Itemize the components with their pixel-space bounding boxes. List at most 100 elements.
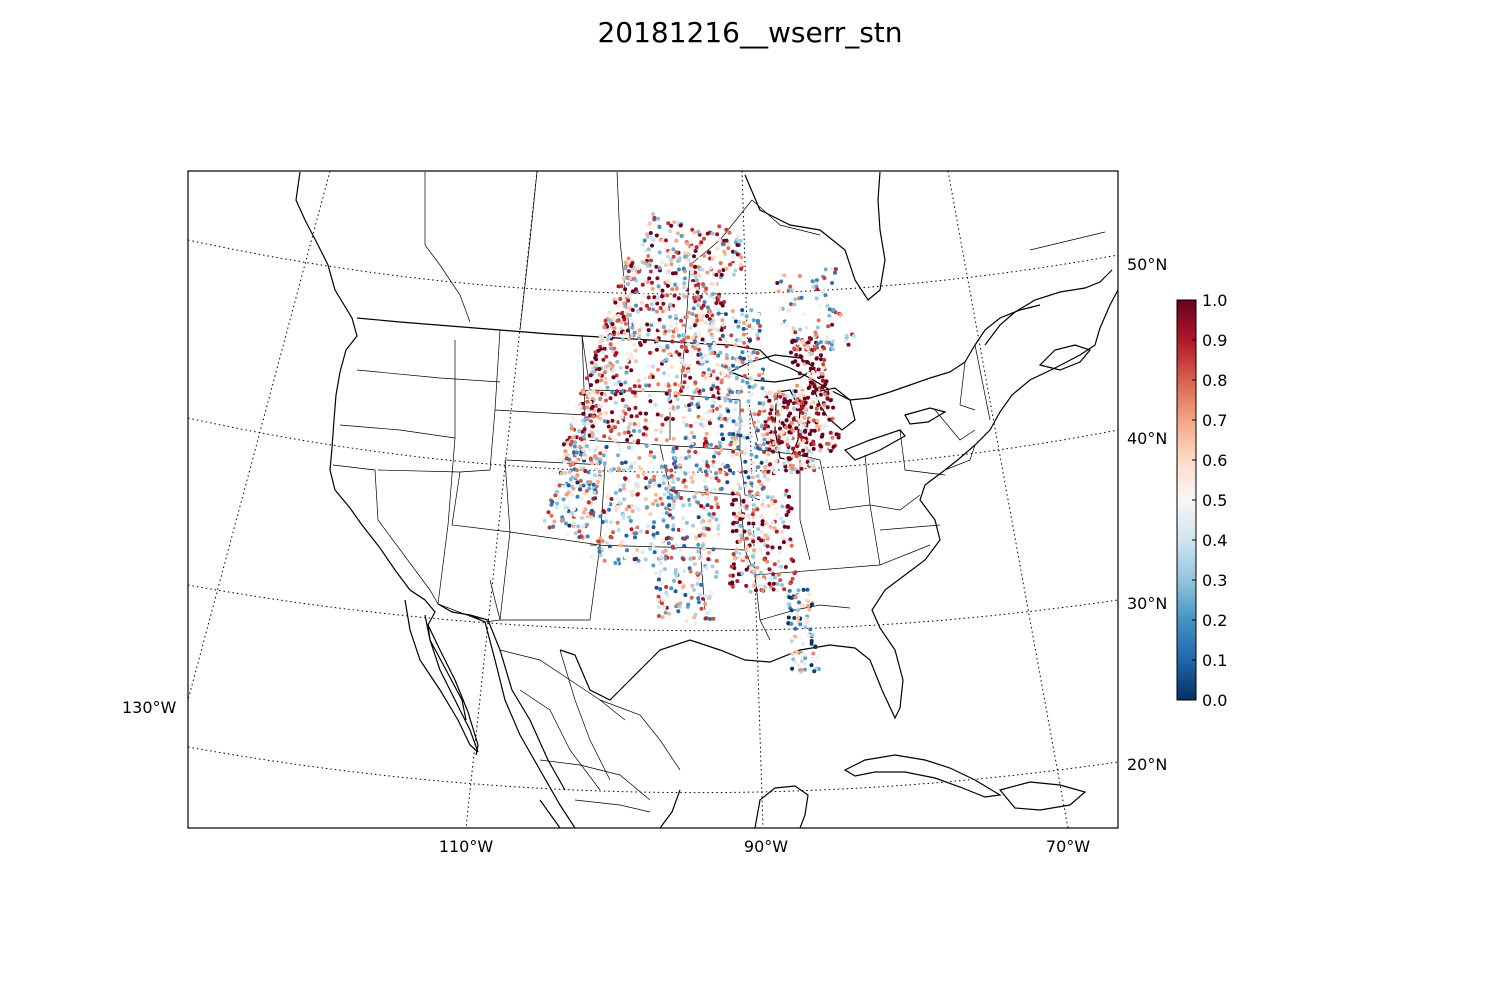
station-point: [760, 588, 765, 593]
station-point: [772, 470, 777, 475]
station-point: [654, 437, 659, 442]
station-point: [637, 384, 642, 389]
station-point: [700, 337, 705, 342]
station-point: [738, 523, 743, 528]
station-point: [770, 497, 774, 502]
station-point: [665, 260, 670, 265]
station-point: [629, 333, 634, 338]
station-point: [754, 454, 759, 459]
station-point: [757, 328, 762, 333]
graticule-lines: [188, 171, 1118, 828]
station-point: [792, 393, 797, 398]
station-point: [808, 351, 813, 356]
station-point: [690, 245, 695, 250]
station-point: [696, 303, 701, 308]
station-point: [644, 383, 649, 388]
station-point: [763, 423, 768, 428]
station-point: [590, 461, 595, 466]
station-point: [569, 511, 574, 516]
station-point: [574, 405, 579, 410]
station-point: [712, 341, 717, 346]
station-point: [765, 440, 770, 445]
station-point: [799, 659, 804, 664]
station-point: [589, 554, 594, 559]
station-point: [827, 340, 831, 345]
station-point: [792, 346, 797, 351]
station-point: [723, 312, 728, 317]
station-point: [649, 478, 653, 483]
station-point: [799, 429, 804, 434]
station-point: [697, 347, 701, 352]
station-point: [645, 530, 650, 535]
station-point: [708, 608, 713, 613]
station-point: [661, 460, 666, 465]
station-point: [803, 406, 808, 411]
station-point: [592, 490, 597, 495]
station-point: [790, 466, 795, 471]
station-point: [565, 532, 570, 536]
station-point: [789, 543, 794, 548]
station-point: [655, 301, 660, 306]
map-area[interactable]: [187, 170, 1119, 829]
station-point: [784, 399, 789, 404]
station-point: [692, 562, 697, 567]
station-point: [767, 390, 772, 395]
station-point: [731, 432, 736, 437]
station-point: [740, 408, 745, 413]
station-point: [811, 442, 816, 447]
station-point: [726, 374, 731, 379]
station-point: [731, 511, 736, 516]
station-point: [617, 442, 621, 447]
station-point: [659, 413, 664, 418]
station-point: [696, 576, 701, 581]
us-canada-border: [356, 304, 1041, 401]
station-point: [746, 439, 751, 444]
station-point: [799, 295, 804, 300]
station-point: [648, 450, 653, 455]
station-point: [647, 393, 652, 398]
lat-label-30n: 30°N: [1127, 594, 1167, 613]
station-point: [665, 279, 670, 284]
station-point: [695, 318, 700, 323]
station-point: [646, 524, 650, 529]
station-point: [686, 385, 690, 390]
colorbar-tick-label: 0.7: [1202, 411, 1227, 430]
station-point: [748, 375, 753, 380]
station-point: [724, 353, 729, 357]
station-point: [755, 351, 760, 356]
station-point: [788, 288, 793, 292]
station-point: [724, 266, 729, 271]
station-point: [715, 307, 720, 312]
station-point: [693, 621, 698, 625]
station-point: [575, 480, 580, 485]
station-point: [671, 523, 676, 528]
station-point: [801, 448, 806, 453]
station-point: [582, 453, 587, 457]
station-point: [690, 227, 695, 232]
station-point: [722, 249, 727, 254]
station-point: [822, 402, 827, 407]
station-point: [704, 472, 709, 477]
station-point: [740, 308, 745, 313]
station-point: [803, 400, 808, 405]
station-point: [698, 422, 703, 427]
station-point: [678, 469, 683, 474]
station-point: [692, 323, 697, 328]
station-point: [707, 468, 711, 473]
station-point: [732, 262, 737, 267]
station-point: [590, 370, 595, 375]
station-point: [778, 307, 782, 312]
station-point: [710, 564, 715, 569]
station-point: [628, 387, 632, 392]
station-point: [755, 428, 760, 433]
station-point: [673, 459, 678, 464]
station-point: [706, 372, 711, 377]
station-point: [671, 247, 676, 252]
hispaniola-coast: [998, 781, 1087, 811]
station-point: [729, 370, 734, 375]
station-point: [623, 287, 628, 292]
station-point: [643, 497, 648, 502]
station-point: [695, 387, 699, 392]
station-point: [735, 365, 739, 370]
station-point: [635, 492, 640, 497]
